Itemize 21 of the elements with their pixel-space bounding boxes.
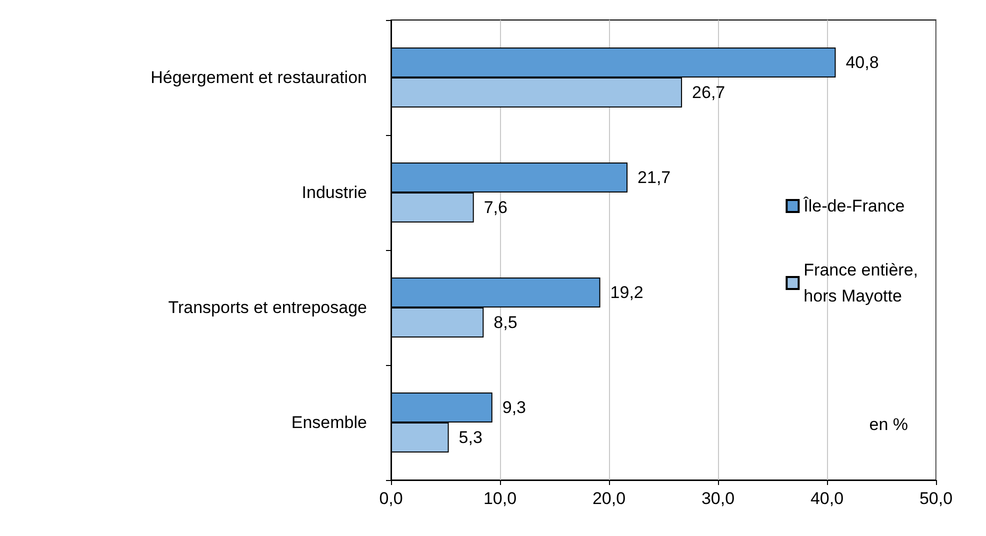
x-tick-label: 20,0 [592, 489, 626, 508]
data-label: 7,6 [484, 198, 508, 217]
data-label: 26,7 [692, 83, 726, 102]
y-tick-label: Industrie [302, 183, 367, 202]
annotation: en % [869, 415, 908, 434]
x-tick-label: 10,0 [483, 489, 517, 508]
data-label: 5,3 [458, 428, 482, 447]
x-tick-label: 30,0 [701, 489, 735, 508]
data-label: 8,5 [494, 313, 518, 332]
x-tick-label: 50,0 [919, 489, 953, 508]
data-label: 40,8 [846, 53, 879, 72]
x-tick-label: 0,0 [379, 489, 403, 508]
y-tick-label: Hégergement et restauration [150, 68, 367, 87]
x-tick-label: 40,0 [810, 489, 844, 508]
legend-label: Île-de-France [802, 196, 905, 216]
y-tick-label: Transports et entreposage [168, 298, 367, 317]
data-label: 21,7 [638, 168, 671, 187]
data-label: 19,2 [610, 283, 644, 302]
data-label: 9,3 [502, 398, 526, 417]
legend-label: France entière, hors Mayotte [804, 260, 918, 306]
y-tick-label: Ensemble [291, 413, 367, 432]
